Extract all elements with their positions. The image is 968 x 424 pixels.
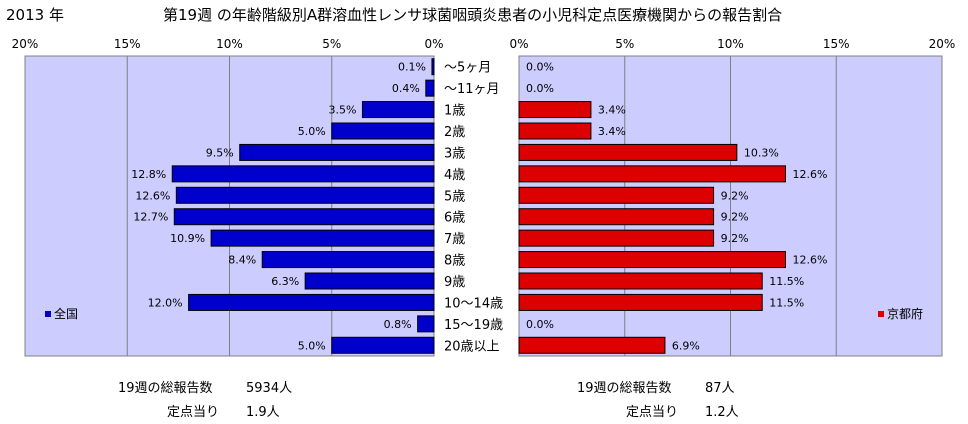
left-tick-label: 5% bbox=[322, 37, 341, 51]
kyoto-bar bbox=[518, 122, 592, 140]
category-label: 5歳 bbox=[444, 189, 465, 204]
kyoto-bar bbox=[518, 101, 592, 119]
kyoto-data-label: 12.6% bbox=[792, 254, 827, 267]
national-data-label: 5.0% bbox=[298, 125, 326, 138]
national-bar bbox=[304, 272, 435, 290]
national-per-label: 定点当り bbox=[167, 405, 220, 420]
right-tick-label: 10% bbox=[717, 37, 744, 51]
national-bar bbox=[171, 165, 435, 183]
chart-title: 第19週 の年齢階級別A群溶血性レンサ球菌咽頭炎患者の小児科定点医療機関からの報… bbox=[163, 6, 783, 24]
category-label: 1歳 bbox=[444, 104, 465, 119]
kyoto-data-label: 10.3% bbox=[744, 146, 779, 159]
right-tick-label: 5% bbox=[615, 37, 634, 51]
national-legend-swatch bbox=[45, 311, 51, 317]
chart-year: 2013 年 bbox=[6, 6, 64, 24]
category-label: ～11ヶ月 bbox=[444, 82, 500, 97]
national-bar bbox=[425, 79, 435, 97]
national-data-label: 6.3% bbox=[271, 275, 299, 288]
national-bar bbox=[431, 58, 435, 76]
national-bar bbox=[361, 101, 435, 119]
left-tick-label: 20% bbox=[12, 37, 39, 51]
right-tick-label: 0% bbox=[509, 37, 528, 51]
national-bar bbox=[261, 251, 435, 269]
category-label: 2歳 bbox=[444, 125, 465, 140]
category-label: 9歳 bbox=[444, 275, 465, 290]
kyoto-bar bbox=[518, 293, 763, 311]
kyoto-bar bbox=[518, 272, 763, 290]
national-total-label: 19週の総報告数 bbox=[118, 381, 213, 396]
national-total-value: 5934人 bbox=[246, 381, 293, 396]
category-label: 7歳 bbox=[444, 232, 465, 247]
category-label: 15～19歳 bbox=[444, 318, 503, 333]
national-data-label: 0.8% bbox=[384, 318, 412, 331]
national-data-label: 3.5% bbox=[328, 104, 356, 117]
kyoto-data-label: 0.0% bbox=[526, 82, 554, 95]
kyoto-data-label: 3.4% bbox=[598, 125, 626, 138]
kyoto-bar bbox=[518, 229, 715, 247]
category-label: 6歳 bbox=[444, 211, 465, 226]
national-data-label: 0.1% bbox=[398, 61, 426, 74]
right-tick-label: 20% bbox=[929, 37, 956, 51]
national-bar bbox=[417, 315, 435, 333]
kyoto-data-label: 9.2% bbox=[721, 189, 749, 202]
national-legend-label: 全国 bbox=[54, 306, 78, 321]
left-tick-label: 0% bbox=[424, 37, 443, 51]
national-bar bbox=[188, 293, 435, 311]
category-label: 4歳 bbox=[444, 168, 465, 183]
national-data-label: 12.6% bbox=[135, 189, 170, 202]
national-bar bbox=[331, 122, 435, 140]
national-data-label: 10.9% bbox=[170, 232, 205, 245]
kyoto-per-value: 1.2人 bbox=[705, 405, 739, 420]
kyoto-bar bbox=[518, 208, 715, 226]
left-tick-label: 15% bbox=[114, 37, 141, 51]
kyoto-data-label: 0.0% bbox=[526, 318, 554, 331]
category-label: 20歳以上 bbox=[444, 339, 500, 354]
kyoto-bar bbox=[518, 186, 715, 204]
kyoto-data-label: 9.2% bbox=[721, 232, 749, 245]
kyoto-data-label: 0.0% bbox=[526, 61, 554, 74]
left-tick-label: 10% bbox=[216, 37, 243, 51]
kyoto-data-label: 12.6% bbox=[792, 168, 827, 181]
national-per-value: 1.9人 bbox=[246, 405, 280, 420]
national-bar bbox=[210, 229, 435, 247]
national-data-label: 12.7% bbox=[133, 211, 168, 224]
national-data-label: 9.5% bbox=[206, 146, 234, 159]
national-data-label: 0.4% bbox=[392, 82, 420, 95]
kyoto-bar bbox=[518, 251, 786, 269]
kyoto-total-label: 19週の総報告数 bbox=[577, 381, 672, 396]
kyoto-data-label: 6.9% bbox=[672, 339, 700, 352]
category-label: 8歳 bbox=[444, 254, 465, 269]
kyoto-total-value: 87人 bbox=[705, 381, 735, 396]
kyoto-per-label: 定点当り bbox=[626, 405, 679, 420]
national-data-label: 5.0% bbox=[298, 339, 326, 352]
national-bar bbox=[175, 186, 435, 204]
kyoto-bar bbox=[518, 336, 666, 354]
national-bar bbox=[331, 336, 435, 354]
kyoto-bar bbox=[518, 165, 786, 183]
national-data-label: 12.8% bbox=[131, 168, 166, 181]
kyoto-data-label: 11.5% bbox=[769, 296, 804, 309]
national-bar bbox=[173, 208, 435, 226]
kyoto-data-label: 3.4% bbox=[598, 104, 626, 117]
national-data-label: 12.0% bbox=[148, 296, 183, 309]
right-tick-label: 15% bbox=[823, 37, 850, 51]
kyoto-data-label: 9.2% bbox=[721, 211, 749, 224]
kyoto-data-label: 11.5% bbox=[769, 275, 804, 288]
category-label: 3歳 bbox=[444, 146, 465, 161]
kyoto-legend-swatch bbox=[878, 311, 884, 317]
national-data-label: 8.4% bbox=[228, 254, 256, 267]
kyoto-bar bbox=[518, 143, 738, 161]
kyoto-legend-label: 京都府 bbox=[887, 306, 923, 321]
category-label: ～5ヶ月 bbox=[444, 61, 491, 76]
national-bar bbox=[239, 143, 435, 161]
category-label: 10～14歳 bbox=[444, 296, 503, 311]
